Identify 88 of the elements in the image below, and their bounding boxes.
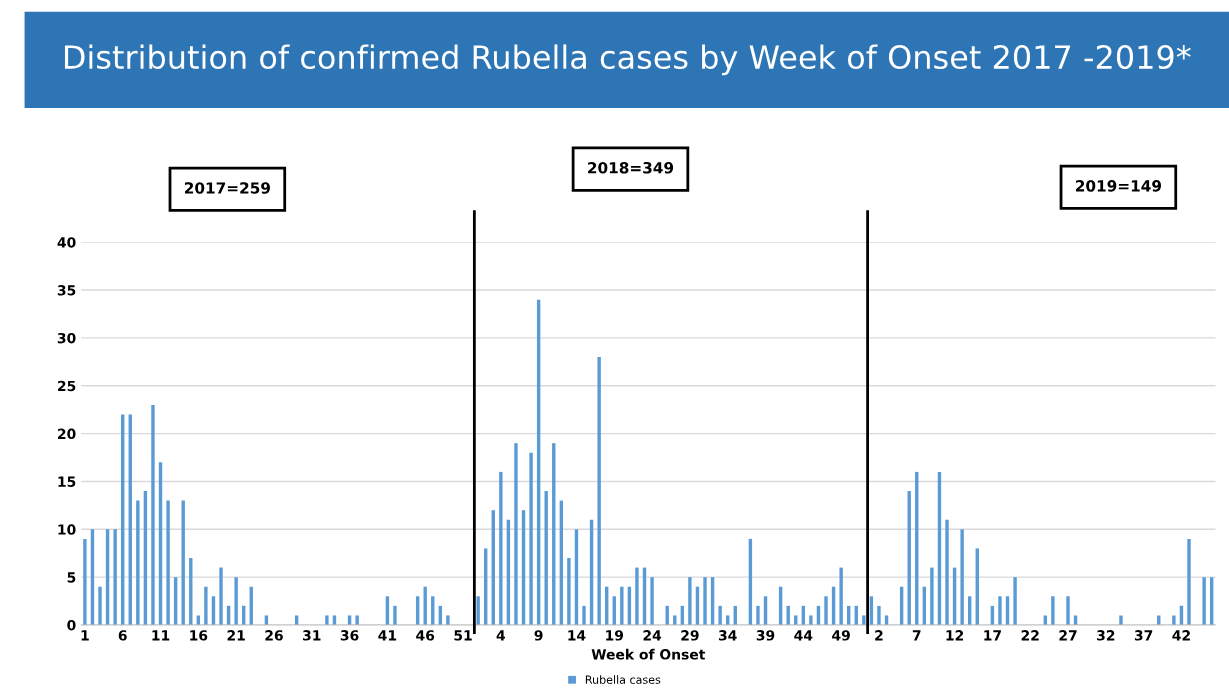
y-tick-label: 20 (58, 428, 76, 440)
bar (1119, 615, 1123, 626)
bar (219, 567, 223, 626)
text: 2019=149 (1075, 180, 1162, 192)
x-tick-label: 49 (832, 630, 850, 641)
bar (325, 615, 329, 626)
x-tick-label: 14 (568, 630, 586, 641)
bar (234, 577, 238, 626)
bar (83, 538, 87, 626)
x-tick-label: 17 (984, 630, 1001, 641)
x-tick-label: 27 (1059, 630, 1077, 641)
y-tick-label: 10 (58, 524, 76, 535)
bar (476, 596, 480, 626)
x-tick-label: 7 (912, 630, 921, 641)
x-tick-label: 11 (152, 630, 170, 641)
x-tick-label: 36 (340, 630, 359, 641)
bar (136, 500, 140, 626)
bar (567, 558, 571, 626)
x-tick-label: 4 (496, 630, 506, 641)
x-tick-label: 26 (265, 630, 283, 641)
x-tick-label: 6 (118, 630, 127, 641)
bar (960, 529, 964, 626)
x-tick-label: 1 (81, 630, 89, 641)
x-tick-label: 32 (1097, 630, 1115, 641)
x-tick-label: 44 (794, 630, 813, 641)
bar (446, 615, 450, 626)
x-tick-label: 31 (303, 630, 321, 641)
x-tick-label: 2 (875, 630, 883, 641)
bar (151, 404, 155, 626)
x-tick-label: 51 (454, 630, 472, 641)
bar (1013, 577, 1017, 626)
x-tick-label: 21 (227, 630, 245, 641)
bar (824, 596, 828, 626)
bar (499, 471, 503, 626)
x-tick-label: 22 (1021, 630, 1039, 641)
x-tick-label: 37 (1134, 630, 1153, 641)
x-axis-title: Week of Onset (591, 648, 706, 660)
bar (529, 452, 533, 626)
y-tick-label: 5 (67, 572, 76, 583)
bar (862, 615, 866, 626)
y-tick-label: 25 (58, 380, 76, 392)
bar (809, 615, 813, 626)
bar (945, 519, 949, 626)
bar (620, 586, 624, 626)
text: 2018=349 (588, 162, 674, 174)
text: 2017=259 (184, 182, 270, 194)
bar (650, 577, 654, 626)
bar (756, 605, 760, 626)
bar (1051, 596, 1055, 626)
bar (98, 586, 102, 626)
bar (1066, 596, 1070, 626)
x-tick-label: 16 (190, 630, 208, 641)
chart-title: Distribution of confirmed Rubella cases by Week of Onset 2017 -2019* (64, 44, 1191, 76)
x-tick-label: 34 (718, 630, 737, 641)
bar (877, 605, 881, 626)
y-tick-label: 40 (57, 237, 76, 248)
bar (1187, 538, 1191, 626)
bar (1172, 615, 1176, 626)
bar (597, 357, 601, 626)
bar (1202, 577, 1206, 626)
x-tick-label: 19 (606, 630, 624, 641)
y-tick-label: 0 (67, 619, 76, 631)
bar (355, 615, 359, 626)
x-tick-label: 46 (416, 630, 435, 641)
bar (718, 605, 722, 626)
x-tick-label: 29 (681, 630, 699, 641)
bar (998, 596, 1002, 626)
bar (514, 443, 518, 626)
bar (930, 567, 934, 626)
bar (166, 500, 170, 626)
y-tick-label: 15 (58, 476, 76, 487)
x-tick-label: 12 (946, 630, 964, 641)
bar (703, 577, 707, 626)
bar (839, 567, 843, 626)
x-tick-label: 39 (756, 630, 775, 641)
bar (393, 605, 397, 626)
x-tick-label: 41 (378, 630, 397, 641)
legend-label: Rubella cases (585, 675, 661, 684)
bar (688, 577, 692, 626)
x-tick-label: 42 (1172, 630, 1190, 641)
bar (582, 605, 586, 626)
bar (204, 586, 208, 626)
y-tick-label: 30 (57, 332, 76, 344)
y-tick-label: 35 (57, 285, 76, 296)
bar (113, 529, 117, 626)
x-tick-label: 9 (534, 630, 543, 641)
bar (635, 567, 639, 626)
x-tick-label: 24 (643, 630, 662, 641)
